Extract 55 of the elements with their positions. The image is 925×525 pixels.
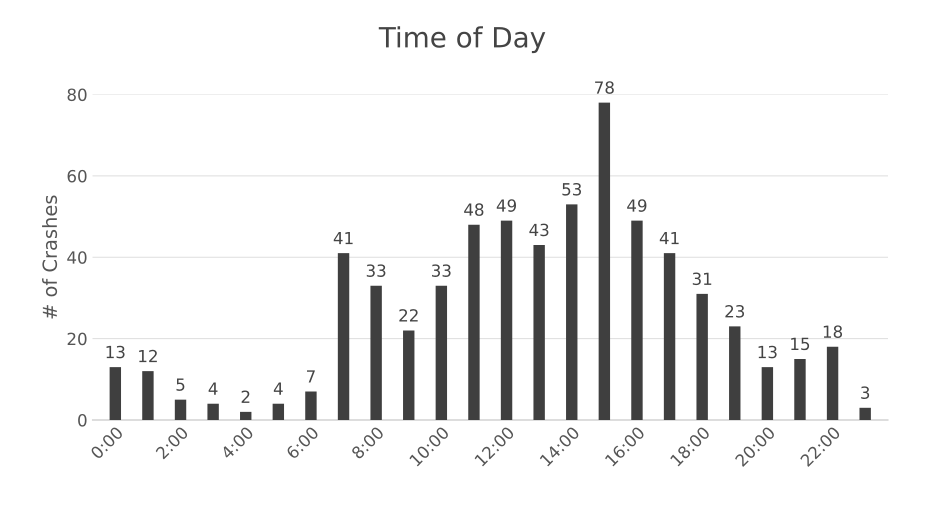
data-label: 22	[399, 309, 418, 322]
bar	[794, 358, 806, 420]
bar	[110, 367, 122, 420]
bar	[631, 220, 643, 420]
data-label: 18	[824, 325, 842, 338]
bar	[370, 286, 382, 420]
bar	[696, 294, 708, 420]
bar	[566, 204, 578, 420]
bar	[240, 412, 252, 420]
data-label: 41	[660, 232, 679, 244]
bar	[403, 330, 414, 420]
data-label: 15	[791, 338, 810, 350]
data-label: 49	[496, 199, 516, 212]
data-label: 78	[595, 81, 614, 94]
bar	[207, 404, 219, 420]
bar	[436, 286, 448, 420]
y-axis-title: # of Crashes	[42, 195, 58, 318]
data-label: 4	[208, 382, 218, 395]
bar	[533, 245, 545, 420]
bar	[272, 404, 284, 420]
data-label: 23	[725, 305, 744, 318]
data-label: 3	[861, 386, 870, 400]
data-label: 7	[307, 370, 315, 382]
bar	[500, 220, 512, 420]
data-label: 48	[464, 203, 484, 216]
bar	[826, 346, 838, 420]
bar	[142, 371, 154, 420]
data-label: 33	[432, 264, 451, 277]
bar	[305, 392, 317, 420]
bar	[859, 408, 871, 420]
y-tick-label: 20	[68, 332, 87, 346]
bar	[762, 367, 774, 420]
data-label: 13	[106, 346, 125, 358]
bar	[468, 224, 480, 420]
y-tick-label: 0	[78, 414, 87, 427]
data-label: 4	[274, 382, 283, 395]
bar	[664, 253, 676, 420]
bar	[729, 326, 740, 420]
data-label: 13	[758, 346, 777, 358]
data-label: 2	[242, 390, 250, 403]
y-tick-label: 80	[68, 88, 87, 102]
bar	[338, 253, 350, 420]
data-label: 33	[366, 264, 386, 277]
bar	[174, 400, 186, 420]
data-label: 5	[176, 378, 184, 391]
data-label: 53	[562, 182, 582, 196]
data-label: 31	[692, 272, 712, 286]
chart-title: Time of Day	[378, 26, 546, 54]
y-tick-label: 40	[67, 251, 87, 264]
data-label: 49	[627, 199, 646, 212]
data-label: 43	[529, 224, 548, 236]
data-label: 12	[139, 350, 157, 362]
data-label: 41	[334, 232, 353, 244]
bar	[598, 102, 610, 420]
y-tick-label: 60	[68, 170, 87, 182]
